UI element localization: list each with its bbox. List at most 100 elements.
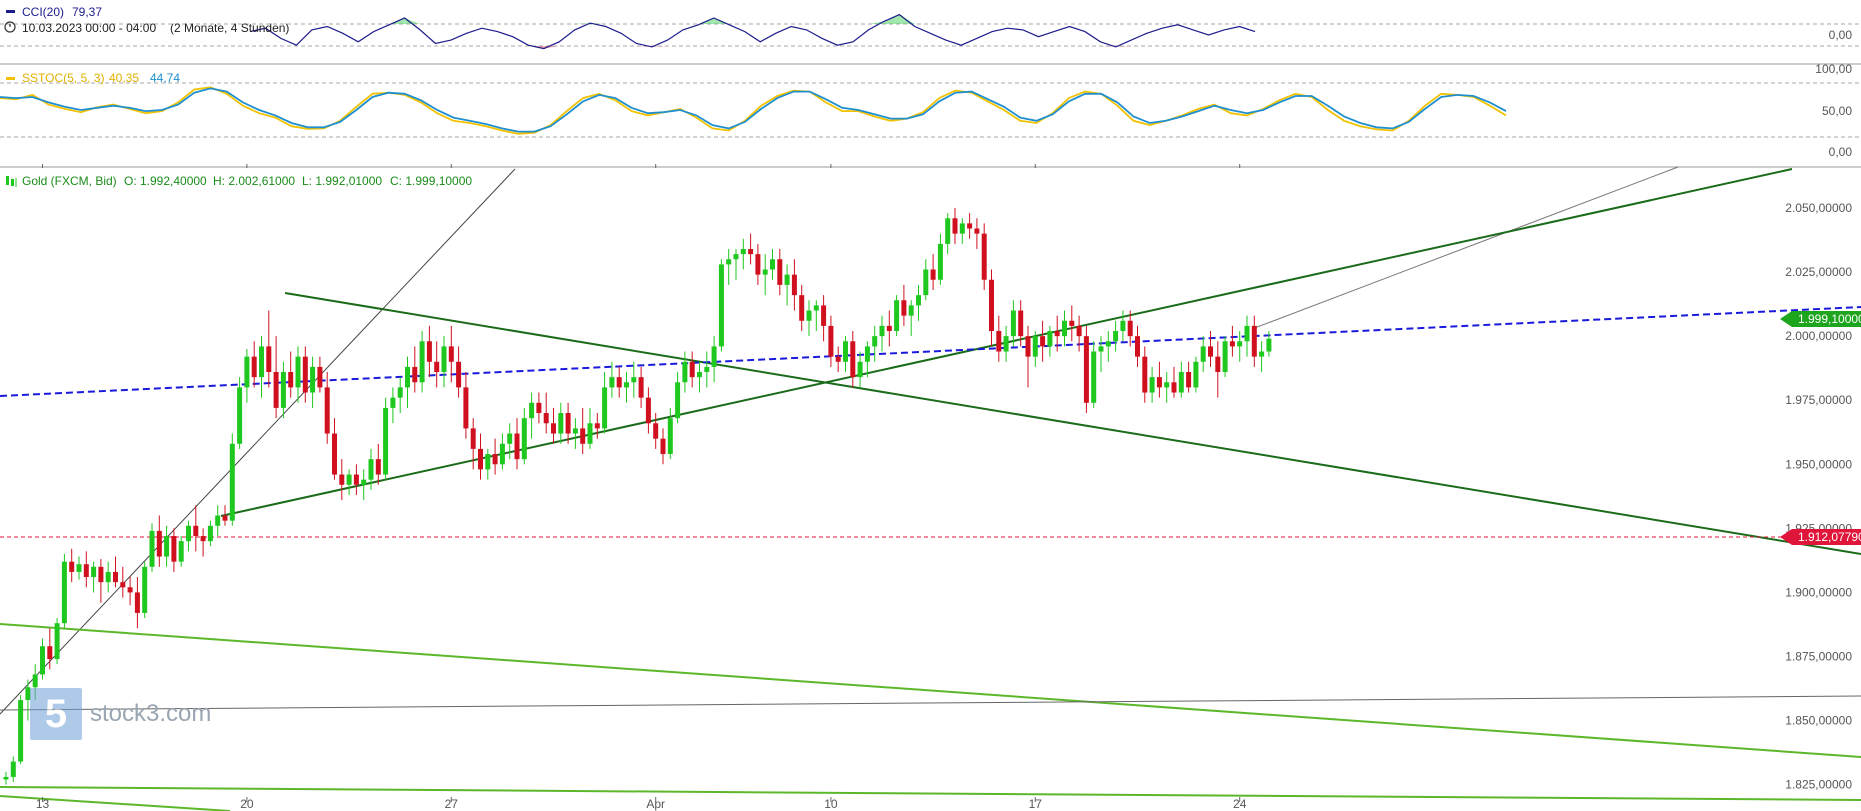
candle-down[interactable]: [324, 387, 330, 434]
candle-up[interactable]: [1149, 377, 1155, 393]
candle-down[interactable]: [339, 474, 345, 485]
candle-down[interactable]: [448, 346, 454, 362]
candle-up[interactable]: [864, 346, 870, 362]
candle-up[interactable]: [937, 243, 943, 280]
candle-up[interactable]: [762, 269, 768, 275]
candle-up[interactable]: [1091, 351, 1097, 403]
candle-up[interactable]: [587, 423, 593, 444]
candle-up[interactable]: [609, 377, 615, 388]
candle-down[interactable]: [835, 356, 841, 362]
candle-up[interactable]: [405, 366, 410, 388]
candle-down[interactable]: [850, 341, 856, 378]
candle-up[interactable]: [1062, 320, 1067, 337]
candle-up[interactable]: [631, 377, 637, 383]
candle-up[interactable]: [1120, 320, 1126, 332]
candle-down[interactable]: [1229, 341, 1235, 347]
candle-up[interactable]: [682, 361, 688, 383]
trendline-thin-right[interactable]: [1251, 166, 1679, 330]
candle-down[interactable]: [660, 438, 666, 455]
candle-down[interactable]: [222, 515, 228, 521]
candle-up[interactable]: [295, 356, 301, 388]
candle-up[interactable]: [872, 336, 878, 347]
trendline-light-green-2[interactable]: [0, 786, 1861, 801]
candle-up[interactable]: [3, 776, 9, 780]
candle-down[interactable]: [47, 646, 53, 660]
candle-down[interactable]: [200, 536, 206, 542]
candle-up[interactable]: [499, 443, 505, 465]
candle-up[interactable]: [806, 310, 812, 321]
candle-up[interactable]: [784, 274, 790, 285]
candle-up[interactable]: [215, 515, 221, 526]
candle-down[interactable]: [1069, 320, 1075, 326]
candle-up[interactable]: [310, 366, 316, 393]
candle-down[interactable]: [1040, 336, 1046, 347]
candle-down[interactable]: [375, 459, 381, 475]
candle-up[interactable]: [1222, 341, 1228, 373]
candle-down[interactable]: [434, 361, 440, 373]
candle-up[interactable]: [1164, 382, 1170, 388]
candle-up[interactable]: [521, 418, 527, 460]
candle-up[interactable]: [1098, 346, 1104, 352]
candle-up[interactable]: [280, 372, 286, 408]
candle-down[interactable]: [470, 428, 476, 449]
candle-up[interactable]: [237, 387, 243, 444]
candle-down[interactable]: [1186, 372, 1192, 388]
candle-up[interactable]: [675, 382, 681, 419]
candle-up[interactable]: [1244, 325, 1250, 342]
candle-down[interactable]: [901, 300, 907, 316]
candle-up[interactable]: [229, 443, 235, 521]
candle-up[interactable]: [1113, 331, 1119, 342]
candle-down[interactable]: [996, 331, 1002, 352]
trendline-blue-dashed[interactable]: [0, 306, 1861, 397]
candle-up[interactable]: [361, 479, 367, 485]
candle-up[interactable]: [76, 564, 82, 572]
candle-down[interactable]: [266, 346, 272, 373]
candle-down[interactable]: [302, 356, 308, 393]
candle-up[interactable]: [1178, 372, 1184, 393]
candle-up[interactable]: [718, 264, 724, 347]
candle-up[interactable]: [164, 536, 170, 557]
candle-up[interactable]: [383, 407, 389, 475]
candle-up[interactable]: [1047, 331, 1053, 347]
candle-down[interactable]: [594, 423, 600, 429]
candle-up[interactable]: [945, 218, 951, 244]
candle-down[interactable]: [1083, 336, 1089, 403]
candle-up[interactable]: [529, 402, 535, 419]
candle-up[interactable]: [346, 474, 352, 485]
candle-down[interactable]: [1142, 356, 1148, 393]
candle-up[interactable]: [1266, 338, 1272, 352]
candle-down[interactable]: [492, 454, 498, 465]
candle-up[interactable]: [667, 418, 673, 455]
candle-down[interactable]: [1251, 325, 1257, 357]
candle-up[interactable]: [91, 566, 97, 578]
trendline-light-green-3[interactable]: [0, 795, 231, 811]
candle-down[interactable]: [156, 530, 162, 557]
candle-down[interactable]: [1135, 336, 1140, 357]
candle-up[interactable]: [1237, 341, 1243, 347]
candle-up[interactable]: [178, 541, 184, 562]
candle-down[interactable]: [930, 269, 936, 280]
candle-up[interactable]: [1003, 336, 1009, 352]
candle-up[interactable]: [1032, 336, 1038, 357]
candle-down[interactable]: [981, 233, 987, 280]
candle-down[interactable]: [69, 561, 75, 572]
candle-up[interactable]: [624, 382, 629, 388]
candle-up[interactable]: [711, 346, 717, 367]
candle-up[interactable]: [770, 259, 775, 270]
candle-down[interactable]: [1171, 382, 1177, 393]
candle-down[interactable]: [580, 428, 586, 444]
candle-down[interactable]: [426, 341, 432, 362]
candle-up[interactable]: [1010, 310, 1016, 337]
candle-up[interactable]: [18, 700, 24, 762]
candle-up[interactable]: [697, 372, 702, 378]
candle-down[interactable]: [653, 423, 659, 439]
candle-down[interactable]: [134, 592, 140, 613]
candle-down[interactable]: [1156, 377, 1162, 388]
candle-up[interactable]: [1193, 361, 1199, 388]
candle-down[interactable]: [1076, 325, 1082, 337]
candle-up[interactable]: [40, 646, 45, 675]
candle-up[interactable]: [1200, 346, 1206, 362]
candle-up[interactable]: [704, 366, 710, 373]
candle-down[interactable]: [353, 474, 359, 485]
